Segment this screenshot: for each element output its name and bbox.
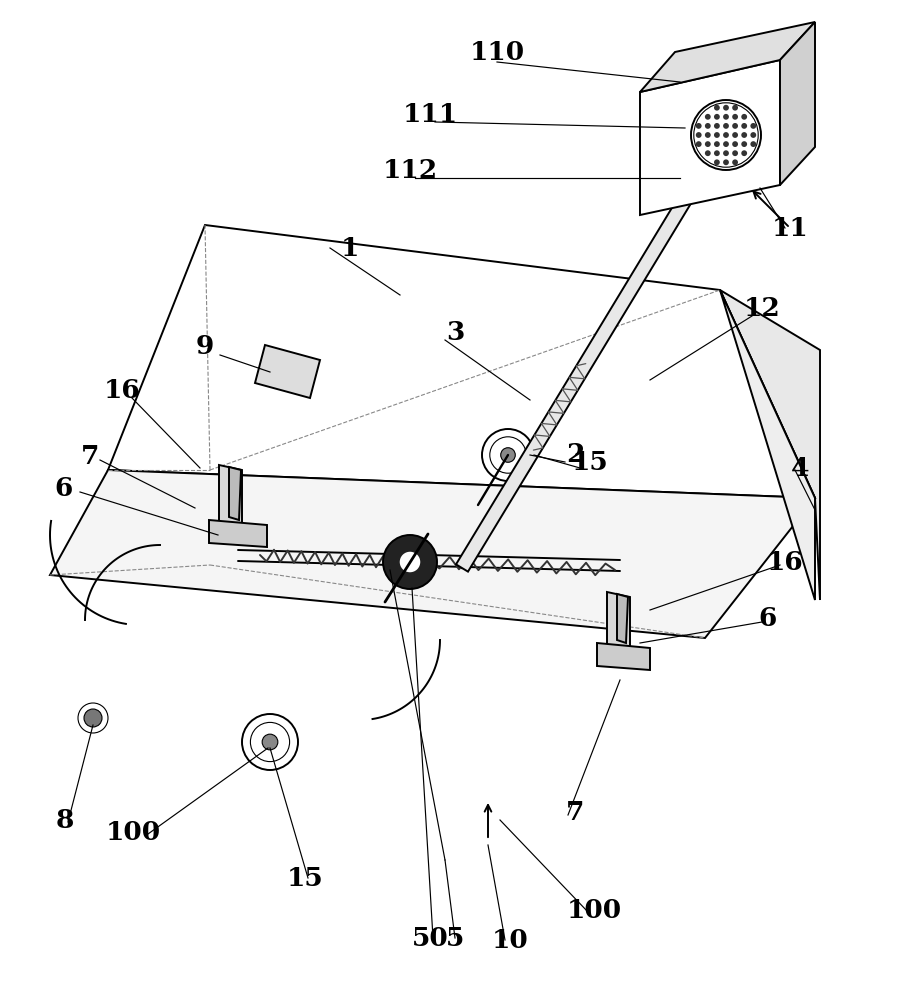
Circle shape <box>84 709 102 727</box>
Circle shape <box>732 105 738 111</box>
Text: 1: 1 <box>341 235 359 260</box>
Circle shape <box>723 132 729 138</box>
Text: 7: 7 <box>566 800 584 824</box>
Circle shape <box>262 734 278 750</box>
Text: 9: 9 <box>196 334 214 360</box>
Text: 111: 111 <box>402 103 458 127</box>
Circle shape <box>723 114 729 120</box>
Circle shape <box>750 123 757 129</box>
Circle shape <box>741 150 747 156</box>
Circle shape <box>696 123 702 129</box>
Text: 16: 16 <box>767 550 803 574</box>
Text: 3: 3 <box>446 320 464 344</box>
Circle shape <box>696 141 702 147</box>
Polygon shape <box>456 171 706 572</box>
Text: 16: 16 <box>104 377 140 402</box>
Polygon shape <box>780 22 815 185</box>
Text: 7: 7 <box>81 444 99 468</box>
Text: 50: 50 <box>411 926 448 950</box>
Text: 2: 2 <box>566 442 584 468</box>
Text: 6: 6 <box>758 605 777 631</box>
Text: 100: 100 <box>566 898 622 922</box>
Circle shape <box>732 114 738 120</box>
Circle shape <box>705 150 711 156</box>
Text: 10: 10 <box>492 928 529 952</box>
Text: 5: 5 <box>446 926 464 950</box>
Circle shape <box>741 132 747 138</box>
Polygon shape <box>50 470 815 638</box>
Text: 100: 100 <box>105 820 160 844</box>
Circle shape <box>383 535 437 589</box>
Polygon shape <box>597 643 650 670</box>
Circle shape <box>705 141 711 147</box>
Circle shape <box>705 114 711 120</box>
Circle shape <box>691 100 761 170</box>
Polygon shape <box>720 290 815 600</box>
Polygon shape <box>617 594 628 643</box>
Polygon shape <box>219 465 242 535</box>
Text: 4: 4 <box>791 456 809 481</box>
Circle shape <box>723 123 729 129</box>
Polygon shape <box>640 60 780 215</box>
Circle shape <box>723 150 729 156</box>
Circle shape <box>741 141 747 147</box>
Circle shape <box>723 105 729 111</box>
Circle shape <box>714 132 720 138</box>
Polygon shape <box>229 467 241 520</box>
Circle shape <box>732 141 738 147</box>
Circle shape <box>750 141 757 147</box>
Circle shape <box>705 132 711 138</box>
Circle shape <box>482 429 534 481</box>
Circle shape <box>714 159 720 165</box>
Text: 12: 12 <box>744 296 780 320</box>
Circle shape <box>732 123 738 129</box>
Polygon shape <box>255 345 320 398</box>
Text: 110: 110 <box>469 39 525 64</box>
Polygon shape <box>640 22 815 92</box>
Circle shape <box>741 114 747 120</box>
Circle shape <box>732 150 738 156</box>
Circle shape <box>714 123 720 129</box>
Polygon shape <box>108 225 815 498</box>
Text: 15: 15 <box>572 450 608 475</box>
Polygon shape <box>607 592 630 658</box>
Circle shape <box>714 105 720 111</box>
Circle shape <box>242 714 298 770</box>
Circle shape <box>696 132 702 138</box>
Text: 15: 15 <box>287 865 323 890</box>
Circle shape <box>750 132 757 138</box>
Circle shape <box>714 114 720 120</box>
Text: 11: 11 <box>771 216 809 240</box>
Circle shape <box>705 123 711 129</box>
Circle shape <box>732 159 738 165</box>
Circle shape <box>732 132 738 138</box>
Circle shape <box>723 159 729 165</box>
Circle shape <box>501 448 516 462</box>
Text: 8: 8 <box>56 808 74 832</box>
Text: 112: 112 <box>383 157 438 182</box>
Circle shape <box>714 141 720 147</box>
Circle shape <box>714 150 720 156</box>
Text: 6: 6 <box>55 476 73 500</box>
Circle shape <box>399 552 420 572</box>
Circle shape <box>723 141 729 147</box>
Polygon shape <box>209 520 267 547</box>
Circle shape <box>741 123 747 129</box>
Polygon shape <box>720 290 820 600</box>
